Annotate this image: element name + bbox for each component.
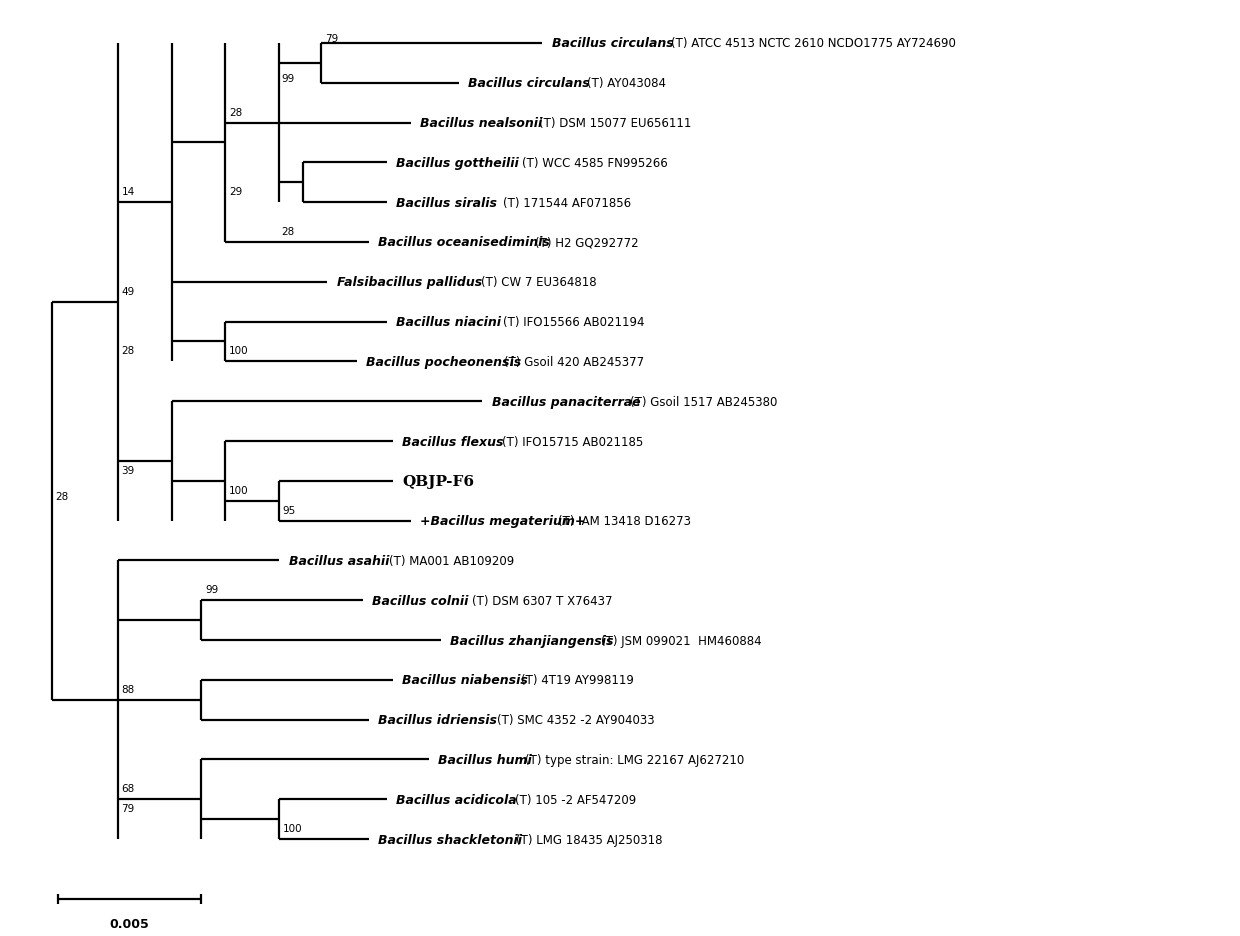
Text: (T) 171544 AF071856: (T) 171544 AF071856: [502, 197, 631, 210]
Text: 39: 39: [122, 465, 135, 475]
Text: 100: 100: [229, 346, 248, 356]
Text: (T) IAM 13418 D16273: (T) IAM 13418 D16273: [558, 515, 691, 528]
Text: (T) IFO15566 AB021194: (T) IFO15566 AB021194: [502, 315, 644, 329]
Text: (T) MA001 AB109209: (T) MA001 AB109209: [388, 554, 513, 567]
Text: 29: 29: [229, 187, 242, 197]
Text: (T) ATCC 4513 NCTC 2610 NCDO1775 AY724690: (T) ATCC 4513 NCTC 2610 NCDO1775 AY72469…: [671, 37, 956, 51]
Text: 49: 49: [122, 286, 135, 297]
Text: (T) WCC 4585 FN995266: (T) WCC 4585 FN995266: [522, 156, 667, 169]
Text: (T) type strain: LMG 22167 AJ627210: (T) type strain: LMG 22167 AJ627210: [526, 753, 745, 766]
Text: 99: 99: [281, 74, 295, 83]
Text: (T) SMC 4352 -2 AY904033: (T) SMC 4352 -2 AY904033: [497, 713, 655, 726]
Text: (T) AY043084: (T) AY043084: [587, 77, 666, 90]
Text: Bacillus flexus: Bacillus flexus: [402, 435, 503, 448]
Text: Bacillus niabensis: Bacillus niabensis: [402, 674, 528, 687]
Text: (T) LMG 18435 AJ250318: (T) LMG 18435 AJ250318: [516, 833, 663, 845]
Text: 28: 28: [56, 491, 69, 501]
Text: Bacillus siralis: Bacillus siralis: [397, 197, 497, 210]
Text: (T) IFO15715 AB021185: (T) IFO15715 AB021185: [502, 435, 644, 448]
Text: 88: 88: [122, 684, 135, 694]
Text: (T) DSM 15077 EU656111: (T) DSM 15077 EU656111: [539, 117, 692, 130]
Text: (T) Gsoil 1517 AB245380: (T) Gsoil 1517 AB245380: [630, 395, 777, 408]
Text: Falsibacillus pallidus: Falsibacillus pallidus: [336, 276, 482, 289]
Text: Bacillus pocheonensis: Bacillus pocheonensis: [367, 356, 522, 369]
Text: Bacillus acidicola: Bacillus acidicola: [397, 793, 517, 806]
Text: 100: 100: [229, 485, 248, 495]
Text: Bacillus circulans: Bacillus circulans: [552, 37, 673, 51]
Text: 28: 28: [122, 346, 135, 356]
Text: (T) CW 7 EU364818: (T) CW 7 EU364818: [481, 276, 596, 289]
Text: Bacillus asahii: Bacillus asahii: [289, 554, 389, 567]
Text: (T) Gsoil 420 AB245377: (T) Gsoil 420 AB245377: [505, 356, 645, 369]
Text: 28: 28: [281, 227, 295, 237]
Text: 14: 14: [122, 187, 135, 197]
Text: 99: 99: [205, 585, 218, 594]
Text: (T) 4T19 AY998119: (T) 4T19 AY998119: [521, 674, 634, 687]
Text: 100: 100: [283, 823, 303, 833]
Text: (T) H2 GQ292772: (T) H2 GQ292772: [536, 236, 639, 249]
Text: (T) DSM 6307 T X76437: (T) DSM 6307 T X76437: [472, 594, 613, 607]
Text: Bacillus niacini: Bacillus niacini: [397, 315, 501, 329]
Text: +Bacillus megaterium+: +Bacillus megaterium+: [420, 515, 585, 528]
Text: 95: 95: [283, 505, 296, 515]
Text: Bacillus shackletonii: Bacillus shackletonii: [378, 833, 522, 845]
Text: 0.005: 0.005: [110, 916, 150, 929]
Text: Bacillus gottheilii: Bacillus gottheilii: [397, 156, 520, 169]
Text: 79: 79: [122, 803, 135, 813]
Text: Bacillus idriensis: Bacillus idriensis: [378, 713, 497, 726]
Text: Bacillus humi: Bacillus humi: [438, 753, 532, 766]
Text: Bacillus colnii: Bacillus colnii: [372, 594, 469, 607]
Text: Bacillus zhanjiangensis: Bacillus zhanjiangensis: [450, 634, 614, 647]
Text: (T) 105 -2 AF547209: (T) 105 -2 AF547209: [516, 793, 636, 806]
Text: Bacillus circulans: Bacillus circulans: [469, 77, 590, 90]
Text: 79: 79: [325, 34, 337, 44]
Text: 68: 68: [122, 783, 135, 794]
Text: 28: 28: [229, 108, 242, 118]
Text: QBJP-F6: QBJP-F6: [402, 475, 475, 489]
Text: Bacillus oceanisediminis: Bacillus oceanisediminis: [378, 236, 551, 249]
Text: Bacillus nealsonii: Bacillus nealsonii: [420, 117, 543, 130]
Text: Bacillus panaciterrae: Bacillus panaciterrae: [492, 395, 641, 408]
Text: (T) JSM 099021  HM460884: (T) JSM 099021 HM460884: [600, 634, 761, 647]
